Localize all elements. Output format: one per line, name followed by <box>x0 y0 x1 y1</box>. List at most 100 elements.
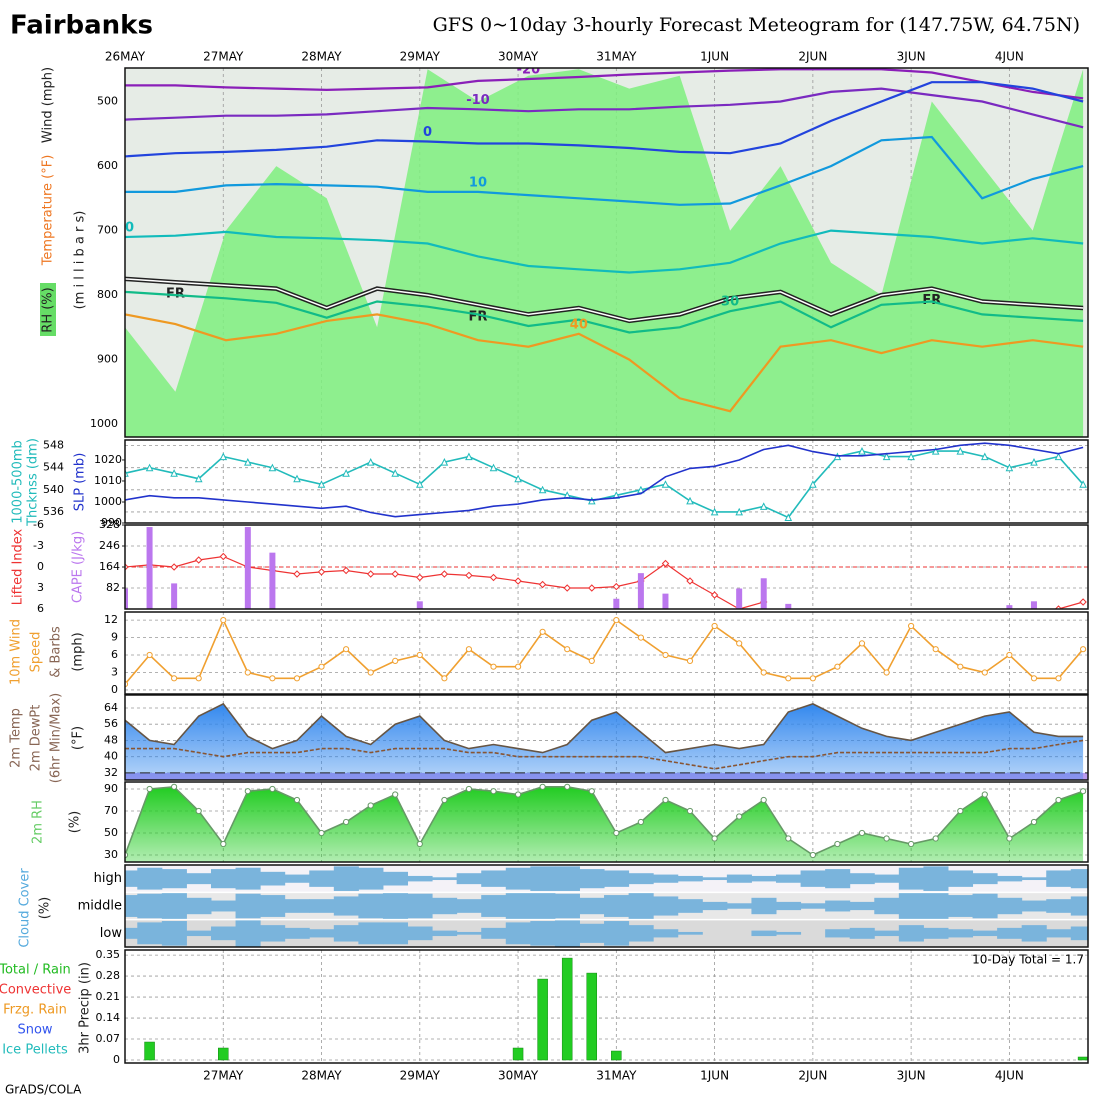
cloud-bar <box>309 929 335 938</box>
y-tick-label: 0.35 <box>96 948 121 961</box>
cape-bar <box>171 583 178 609</box>
cloud-bar <box>726 903 752 909</box>
cape-bar <box>637 573 644 609</box>
axis-label: 2m DewPt <box>29 705 44 772</box>
category-label: low <box>100 926 123 941</box>
panel-border <box>124 781 1089 863</box>
cloud-bar <box>186 873 212 885</box>
cloud-bar <box>210 900 237 912</box>
date-label-bottom: 27MAY <box>203 1069 244 1083</box>
cloud-bar <box>972 873 998 885</box>
cloud-bar <box>333 866 359 891</box>
footer: GrADS/COLA <box>5 1083 82 1097</box>
cloud-bar <box>284 899 310 913</box>
plot <box>125 612 1088 694</box>
axis-label: Convective <box>0 983 71 998</box>
axis-label: & Barbs <box>49 626 64 678</box>
y-tick-label: 70 <box>104 804 118 817</box>
y-tick-label: 3 <box>111 665 118 678</box>
cloud-bar <box>579 897 605 915</box>
date-label-top: 2JUN <box>798 50 827 64</box>
cloud-bar <box>1046 870 1072 887</box>
cloud-bar <box>432 930 458 937</box>
axis-label: Cloud Cover <box>18 868 33 948</box>
axis-label: Wind (mph) <box>41 67 56 143</box>
series-line <box>125 617 1087 688</box>
isotherm-label: 30 <box>721 295 739 310</box>
cloud-bar <box>874 897 900 915</box>
cloud-bar <box>161 869 187 889</box>
series-line <box>125 783 1087 859</box>
plot <box>125 950 1088 1063</box>
cloud-bar <box>505 867 531 890</box>
cloud-bar <box>456 899 482 913</box>
cloud-bar <box>604 921 630 946</box>
cloud-bar <box>1021 925 1047 942</box>
cloud-bar <box>235 867 261 890</box>
cloud-bar <box>530 892 556 920</box>
panel: 2m Temp 2m DewPt (6hr Min/Max) (°F) 32 40 48 56… <box>9 693 1089 783</box>
isotherm-label: -20 <box>517 62 541 77</box>
y-tick-label: 0.28 <box>96 969 121 982</box>
rh-area <box>125 69 1084 437</box>
cape-bar <box>662 593 669 609</box>
cloud-bar <box>186 897 212 915</box>
date-label-top: 30MAY <box>498 50 539 64</box>
cloud-bar <box>898 892 924 920</box>
cloud-bar <box>972 893 998 919</box>
cloud-bar <box>677 875 703 882</box>
date-label-bottom: 3JUN <box>897 1069 926 1083</box>
isotherm-label: 40 <box>570 317 588 332</box>
cloud-bar <box>849 873 875 885</box>
date-label-bottom: 2JUN <box>798 1069 827 1083</box>
cape-bar <box>1030 601 1037 609</box>
isotherm-inner <box>125 278 1084 322</box>
y-tick-label: 500 <box>97 95 118 108</box>
cloud-bar <box>628 892 654 920</box>
cloud-bar <box>579 869 605 889</box>
y2-tick-label: 990 <box>101 516 122 529</box>
cloud-bar <box>898 867 924 890</box>
y-tick-label: 600 <box>97 159 118 172</box>
isotherm <box>125 313 1084 413</box>
cloud-bar <box>923 892 949 920</box>
isotherm <box>125 68 1084 100</box>
cloud-bar <box>161 892 187 920</box>
y-tick-label: 64 <box>104 701 118 714</box>
plot <box>125 440 1088 523</box>
cloud-bar <box>923 866 949 891</box>
y2-tick-label: 82 <box>106 581 120 594</box>
cloud-bar <box>776 901 802 911</box>
cape-bar <box>785 603 792 609</box>
cloud-bar <box>407 926 433 941</box>
cloud-bar <box>505 892 531 920</box>
cape-bar <box>1006 605 1013 609</box>
cloud-bar <box>554 893 580 919</box>
y-tick-label: -6 <box>33 518 44 531</box>
y-tick-label: 1000 <box>90 417 118 430</box>
y-tick-label: 800 <box>97 288 118 301</box>
series-line <box>125 702 1084 754</box>
y-tick-label: 0.14 <box>96 1011 121 1024</box>
axis-label: Lifted Index <box>11 528 26 605</box>
panel-border <box>124 694 1089 781</box>
cloud-bar <box>751 930 777 937</box>
cloud-bar <box>432 897 458 915</box>
cloud-bar <box>874 874 900 883</box>
y-tick-label: 12 <box>104 613 118 626</box>
axis-label: Frzg. Rain <box>3 1003 67 1018</box>
cloud-bar <box>358 867 384 890</box>
cloud-bar <box>309 870 335 887</box>
cloud-bar <box>1070 896 1088 916</box>
cape-bar <box>244 527 251 609</box>
cloud-bar <box>456 873 482 885</box>
axis-label: 1000-500mb <box>11 440 26 524</box>
cloud-bar <box>358 922 384 945</box>
precip-bar <box>1077 1056 1088 1061</box>
cloud-bar <box>481 927 507 939</box>
panel: 2m RH (%) 30 50 70 90 <box>31 781 1089 863</box>
precip-bar <box>537 978 548 1061</box>
cloud-bar <box>235 919 261 947</box>
cloud-bar <box>505 922 531 945</box>
cloud-bar <box>382 922 409 945</box>
